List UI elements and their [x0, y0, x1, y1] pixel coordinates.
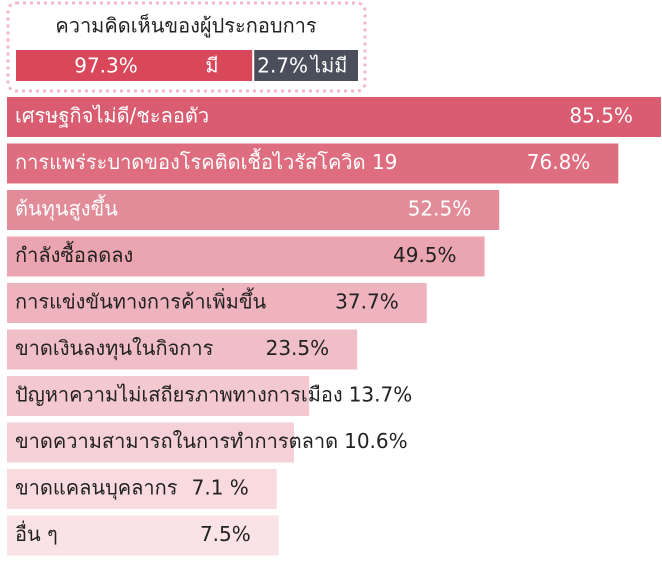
bar-label: การแข่งขันทางการค้าเพิ่มขึ้น [15, 288, 267, 314]
bar [7, 283, 427, 323]
bar [7, 329, 358, 370]
bar [7, 97, 661, 137]
value-label: 49.5% [393, 243, 457, 267]
split-value: 2.7% [257, 54, 308, 78]
value-label: 85.5% [569, 104, 633, 128]
bar [7, 376, 310, 416]
bar-label: อื่น ๆ [15, 520, 58, 546]
value-label: 23.5% [266, 336, 330, 360]
split-name: ไม่มี [309, 54, 347, 78]
bar [7, 469, 277, 509]
value-label: 7.5% [200, 522, 251, 546]
bar [7, 190, 500, 230]
value-label: 52.5% [408, 197, 472, 221]
value-label: 37.7% [335, 290, 399, 314]
bar [7, 422, 294, 463]
value-label: 76.8% [527, 150, 591, 174]
value-label: 13.7% [349, 383, 413, 407]
value-label: 7.1 % [192, 476, 249, 500]
value-label: 10.6% [344, 429, 408, 453]
bar-label: การแพร่ระบาดของโรคติดเชื้อไวรัสโควิด 19 [15, 148, 397, 174]
header-frame [6, 1, 367, 93]
bar-label: ขาดแคลนบุคลากร [15, 476, 178, 501]
bar-label: เศรษฐกิจไม่ดี/ชะลอตัว [15, 104, 209, 128]
bar-label: ขาดความสามารถในการทำการตลาด [15, 429, 338, 453]
split-segment [254, 50, 358, 81]
bar-label: กำลังซื้อลดลง [15, 241, 133, 267]
bar [7, 515, 279, 556]
split-name: มี [205, 54, 218, 78]
bar [7, 236, 485, 277]
split-value: 97.3% [74, 54, 138, 78]
bar-label: ปัญหาความไม่เสถียรภาพทางการเมือง [15, 383, 343, 407]
header-title: ความคิดเห็นของผู้ประกอบการ [55, 13, 317, 39]
bar-label: ขาดเงินลงทุนในกิจการ [15, 336, 214, 361]
bar-label: ต้นทุนสูงขึ้น [15, 195, 118, 222]
bar [7, 143, 619, 184]
split-segment [16, 50, 253, 81]
